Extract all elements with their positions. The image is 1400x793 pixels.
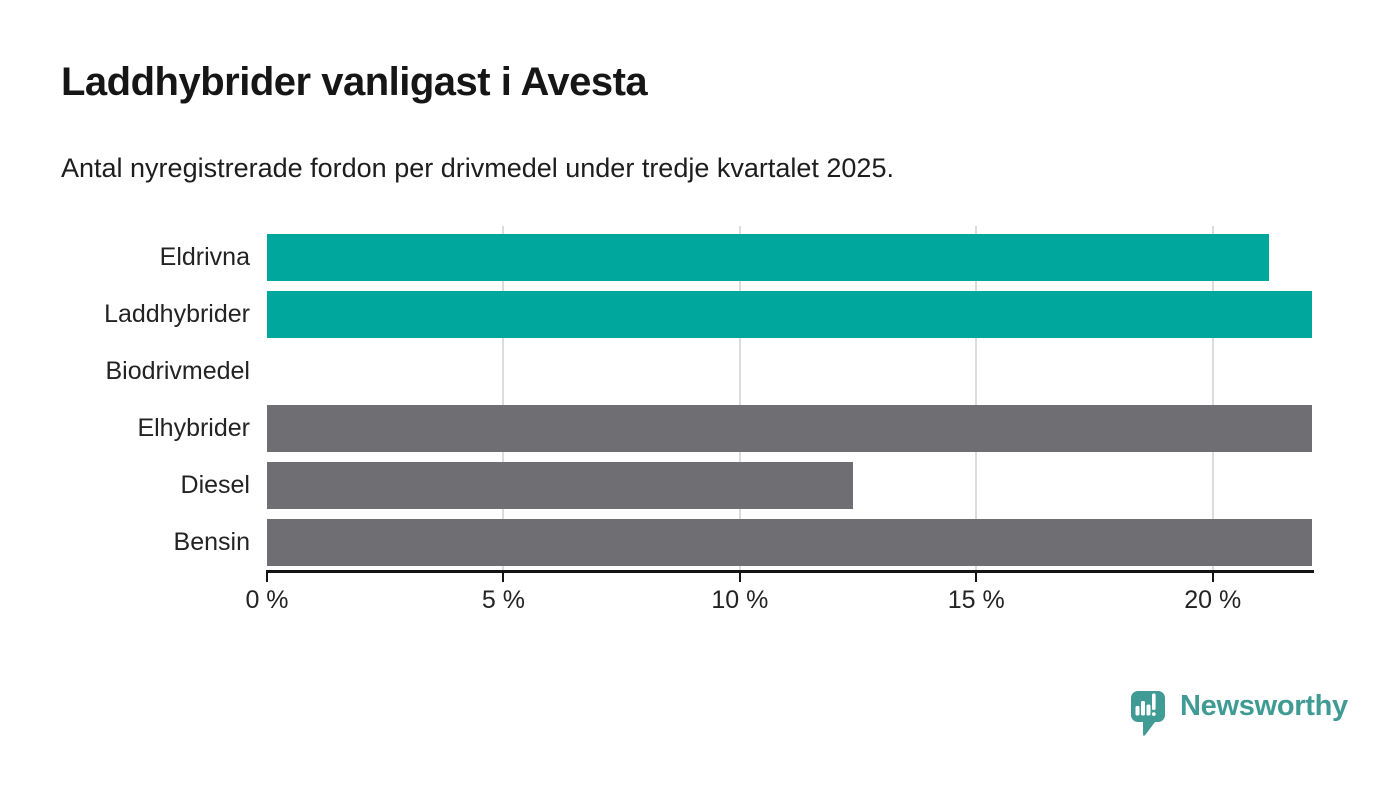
chart-row: Biodrivmedel [0, 348, 1400, 395]
x-tick-label: 5 % [481, 586, 525, 614]
category-label: Bensin [173, 528, 250, 556]
bar-elhybrider [267, 405, 1312, 452]
x-axis-line [266, 570, 1314, 573]
gridline [1211, 226, 1214, 570]
chart-row: Diesel [0, 462, 1400, 509]
chart-row: Elhybrider [0, 405, 1400, 452]
bar-laddhybrider [267, 291, 1312, 338]
newsworthy-logo: Newsworthy [1131, 690, 1348, 737]
newsworthy-wordmark: Newsworthy [1180, 690, 1348, 722]
x-tick-label: 10 % [711, 586, 769, 614]
x-tick-label: 0 % [245, 586, 289, 614]
x-tick-label: 20 % [1184, 586, 1242, 614]
newsworthy-logo-icon [1131, 691, 1165, 736]
bar-eldrivna [267, 234, 1270, 281]
plot-area [267, 226, 1312, 570]
x-tick-label: 15 % [947, 586, 1005, 614]
gridline [975, 226, 978, 570]
category-label: Diesel [180, 471, 250, 499]
gridline [738, 226, 741, 570]
bar-diesel [267, 462, 854, 509]
chart-title: Laddhybrider vanligast i Avesta [61, 60, 648, 104]
gridline [502, 226, 505, 570]
x-tick-mark [1211, 570, 1214, 582]
chart-row: Bensin [0, 519, 1400, 566]
x-tick-mark [266, 570, 268, 582]
category-label: Eldrivna [159, 243, 250, 271]
x-tick-mark [975, 570, 978, 582]
chart-row: Eldrivna [0, 234, 1400, 281]
bar-bensin [267, 519, 1312, 566]
category-label: Biodrivmedel [105, 357, 250, 385]
chart-row: Laddhybrider [0, 291, 1400, 338]
category-label: Laddhybrider [104, 300, 250, 328]
x-tick-mark [738, 570, 741, 582]
x-tick-mark [502, 570, 505, 582]
chart-subtitle: Antal nyregistrerade fordon per drivmede… [61, 153, 894, 183]
category-label: Elhybrider [137, 414, 250, 442]
